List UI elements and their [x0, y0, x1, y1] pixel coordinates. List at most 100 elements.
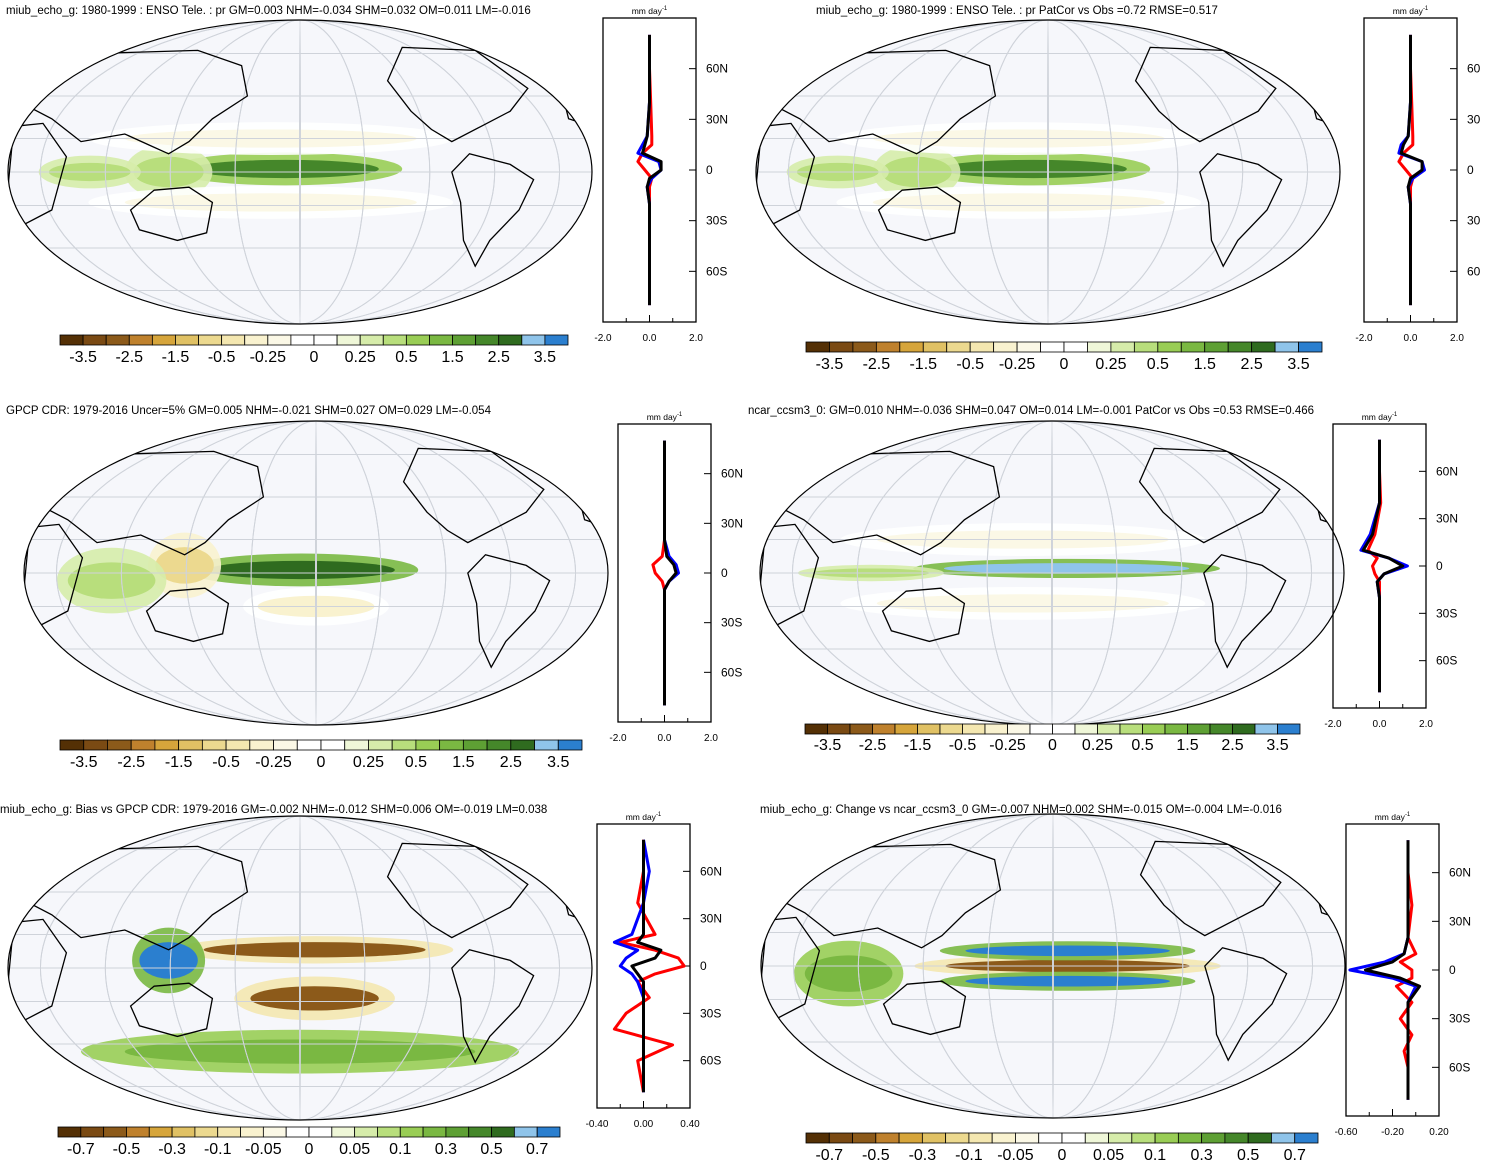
colorbar-tick-label: 0.05	[339, 1141, 370, 1158]
profile-x-tick-label: -2.0	[1324, 719, 1342, 730]
colorbar: -3.5 -2.5 -1.5 -0.5 -0.25 0 0.25 0.5 1.5 2.5 3.5	[804, 723, 1301, 754]
profile-unit-label: mm day-1	[647, 412, 683, 422]
coastline-asia	[769, 49, 997, 155]
colorbar-box	[217, 1126, 241, 1138]
colorbar-box	[1277, 723, 1301, 735]
field-equatorial-pacific-band	[943, 563, 1190, 574]
colorbar-box	[194, 1126, 219, 1138]
colorbar-box	[296, 739, 322, 751]
colorbar-box	[1097, 723, 1121, 735]
profile-lat-label: 30S	[721, 616, 742, 630]
colorbar-box	[872, 723, 896, 735]
coastline-asia	[37, 450, 265, 556]
map-graticule	[756, 20, 1340, 324]
colorbar-tick-label: 0	[1048, 737, 1057, 754]
colorbar-tick-label: -0.1	[955, 1147, 983, 1164]
colorbar-box	[399, 1126, 424, 1138]
colorbar-tick-label: -0.5	[208, 349, 236, 366]
colorbar-box	[439, 739, 464, 751]
colorbar-box	[336, 334, 361, 346]
map-border	[760, 813, 1346, 1119]
profile-unit-label: mm day-1	[1393, 6, 1429, 16]
colorbar-box	[1110, 341, 1135, 353]
colorbar-box	[875, 341, 901, 353]
colorbar-box	[308, 1126, 333, 1138]
colorbar-tick-label: -0.25	[989, 737, 1026, 754]
colorbar-box	[1007, 723, 1031, 735]
profile-lat-label: 30S	[1449, 1012, 1470, 1026]
profile-unit-label: mm day-1	[1362, 412, 1398, 422]
coastline-asia	[21, 845, 249, 951]
field-subtropical-bands	[876, 594, 1169, 613]
colorbar-box	[852, 1132, 877, 1144]
colorbar-tick-label: 0.1	[389, 1141, 411, 1158]
colorbar-box	[1274, 341, 1299, 353]
colorbar-box	[107, 739, 132, 751]
profile-lat-label: 60S	[706, 264, 727, 278]
coastline-south-america	[451, 153, 535, 268]
colorbar-box	[405, 334, 430, 346]
zonal-profile: -2.0 0.0 2.0 60N 30N 0 30S 60S mm day-1	[1324, 412, 1458, 730]
colorbar-box	[331, 1126, 356, 1138]
map-graticule	[8, 20, 592, 324]
colorbar-box	[320, 739, 346, 751]
profile-x-tick-label: 2.0	[704, 733, 718, 744]
profile-lat-label: 30S	[706, 214, 727, 228]
colorbar-box	[1040, 341, 1065, 353]
profile-lat-label: 0	[1467, 163, 1474, 177]
colorbar: -0.7 -0.5 -0.3 -0.1 -0.05 0 0.05 0.1 0.3 0.5 0.7	[805, 1132, 1319, 1164]
coastline-greenland	[1270, 435, 1316, 468]
colorbar-tick-label: 2.5	[1221, 737, 1243, 754]
colorbar-box	[534, 739, 559, 751]
colorbar-box	[130, 739, 156, 751]
colorbar-box	[894, 723, 918, 735]
colorbar-box	[557, 739, 583, 751]
coastline-south-america	[467, 554, 551, 669]
coastline-north-america	[1138, 447, 1281, 544]
colorbar-box	[962, 723, 986, 735]
colorbar-tick-label: -0.1	[204, 1141, 232, 1158]
colorbar-box	[498, 334, 523, 346]
colorbar-tick-label: -3.5	[816, 356, 844, 373]
profile-lat-label: 60N	[706, 62, 728, 76]
colorbar-tick-label: 0.7	[526, 1141, 548, 1158]
colorbar-tick-label: -0.3	[158, 1141, 186, 1158]
field-central-equatorial-pacific	[191, 159, 379, 179]
colorbar-box	[946, 341, 971, 353]
profile-lat-label: 0	[1449, 963, 1456, 977]
colorbar-tick-label: -1.5	[162, 349, 190, 366]
profile-lat-label: 0	[1436, 559, 1443, 573]
colorbar-box	[198, 334, 223, 346]
colorbar-box	[382, 334, 407, 346]
coastline-australia	[129, 186, 214, 242]
coastline-asia	[21, 49, 249, 155]
panel-title: GPCP CDR: 1979-2016 Uncer=5% GM=0.005 NH…	[6, 405, 491, 417]
profile-x-tick-label: -0.60	[1335, 1127, 1358, 1138]
panel-p5: miub_echo_g: Bias vs GPCP CDR: 1979-2016…	[0, 780, 748, 1167]
coastline-australia	[881, 587, 966, 643]
colorbar-tick-label: 0.5	[480, 1141, 502, 1158]
colorbar-box	[945, 1132, 970, 1144]
colorbar-box	[415, 739, 441, 751]
colorbar-box	[452, 334, 477, 346]
colorbar-tick-label: -0.5	[956, 356, 984, 373]
colorbar-tick-label: -1.5	[165, 754, 193, 771]
colorbar-box	[1133, 341, 1159, 353]
colorbar-box	[1084, 1132, 1109, 1144]
colorbar-box	[1224, 1132, 1249, 1144]
colorbar-box	[462, 739, 488, 751]
profile-x-tick-label: 0.0	[1373, 719, 1387, 730]
coastline-greenland	[518, 34, 564, 67]
colorbar-tick-label: -3.5	[814, 737, 842, 754]
colorbar-tick-label: 0.5	[1237, 1147, 1259, 1164]
colorbar-box	[1131, 1132, 1156, 1144]
coastline-south-america	[451, 949, 535, 1064]
colorbar-tick-label: 0.25	[1082, 737, 1113, 754]
colorbar-box	[984, 723, 1008, 735]
panel-p2: miub_echo_g: 1980-1999 : ENSO Tele. : pr…	[748, 0, 1496, 390]
profile-lat-label: 0	[706, 163, 713, 177]
